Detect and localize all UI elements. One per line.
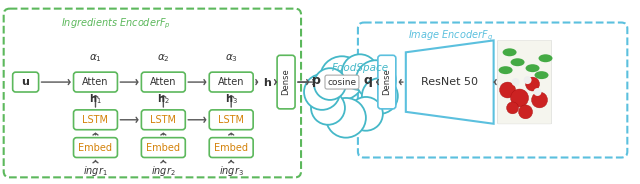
Circle shape: [532, 92, 547, 108]
Circle shape: [525, 77, 540, 91]
FancyBboxPatch shape: [498, 40, 552, 124]
Circle shape: [349, 97, 383, 131]
Circle shape: [326, 98, 366, 138]
Text: $\mathbf{u}$: $\mathbf{u}$: [21, 77, 30, 87]
Text: LSTM: LSTM: [83, 115, 109, 125]
Circle shape: [362, 78, 398, 114]
FancyBboxPatch shape: [74, 110, 118, 130]
Text: Embed: Embed: [147, 143, 180, 153]
Ellipse shape: [525, 64, 540, 72]
Circle shape: [304, 74, 340, 110]
Circle shape: [314, 68, 346, 100]
FancyBboxPatch shape: [378, 55, 396, 109]
Ellipse shape: [511, 58, 525, 66]
Text: LSTM: LSTM: [150, 115, 177, 125]
Text: Dense: Dense: [382, 69, 391, 95]
Text: Atten: Atten: [218, 77, 244, 87]
Circle shape: [518, 105, 532, 119]
FancyBboxPatch shape: [358, 22, 627, 158]
Text: LSTM: LSTM: [218, 115, 244, 125]
Text: Embed: Embed: [79, 143, 113, 153]
FancyBboxPatch shape: [141, 110, 186, 130]
Text: Atten: Atten: [82, 77, 109, 87]
Text: Atten: Atten: [150, 77, 177, 87]
Ellipse shape: [538, 54, 552, 62]
FancyBboxPatch shape: [209, 72, 253, 92]
FancyBboxPatch shape: [209, 110, 253, 130]
Text: $ingr_1$: $ingr_1$: [83, 164, 108, 178]
FancyBboxPatch shape: [277, 55, 295, 109]
Text: $\alpha_2$: $\alpha_2$: [157, 52, 170, 64]
Circle shape: [507, 102, 518, 114]
FancyBboxPatch shape: [74, 138, 118, 158]
FancyBboxPatch shape: [325, 75, 359, 89]
Circle shape: [356, 60, 396, 100]
Text: $\mathbf{h}_1$: $\mathbf{h}_1$: [89, 92, 102, 106]
FancyBboxPatch shape: [209, 138, 253, 158]
Ellipse shape: [502, 48, 516, 56]
Circle shape: [524, 76, 532, 84]
FancyBboxPatch shape: [4, 9, 301, 177]
Text: Embed: Embed: [214, 143, 248, 153]
Text: cosine: cosine: [328, 78, 356, 87]
Circle shape: [534, 88, 541, 96]
Text: $ingr_3$: $ingr_3$: [219, 164, 244, 178]
Text: Dense: Dense: [282, 69, 291, 95]
Ellipse shape: [534, 71, 548, 79]
FancyBboxPatch shape: [141, 72, 186, 92]
Circle shape: [511, 78, 520, 86]
Text: $\mathbf{q}$: $\mathbf{q}$: [363, 75, 373, 89]
Text: $\mathbf{h}_2$: $\mathbf{h}_2$: [157, 92, 170, 106]
Text: $\mathbf{h}$: $\mathbf{h}$: [262, 76, 271, 88]
FancyBboxPatch shape: [141, 138, 186, 158]
Circle shape: [311, 91, 345, 125]
Text: ResNet 50: ResNet 50: [421, 77, 478, 87]
Text: Ingredients Encoder$F_p$: Ingredients Encoder$F_p$: [61, 17, 170, 31]
Text: $ingr_2$: $ingr_2$: [151, 164, 175, 178]
FancyBboxPatch shape: [74, 72, 118, 92]
Circle shape: [320, 56, 364, 100]
Text: Image Encoder$F_q$: Image Encoder$F_q$: [408, 29, 493, 43]
Text: $\alpha_3$: $\alpha_3$: [225, 52, 237, 64]
Circle shape: [342, 54, 378, 90]
FancyBboxPatch shape: [13, 72, 38, 92]
Text: $\mathbf{p}$: $\mathbf{p}$: [311, 75, 321, 89]
Text: $\alpha_1$: $\alpha_1$: [89, 52, 102, 64]
Ellipse shape: [499, 66, 513, 74]
Text: FoodSpace: FoodSpace: [332, 63, 388, 73]
Text: $\mathbf{h}_3$: $\mathbf{h}_3$: [225, 92, 237, 106]
Circle shape: [500, 82, 516, 98]
Polygon shape: [406, 40, 493, 124]
FancyBboxPatch shape: [498, 40, 552, 124]
Circle shape: [511, 89, 529, 107]
